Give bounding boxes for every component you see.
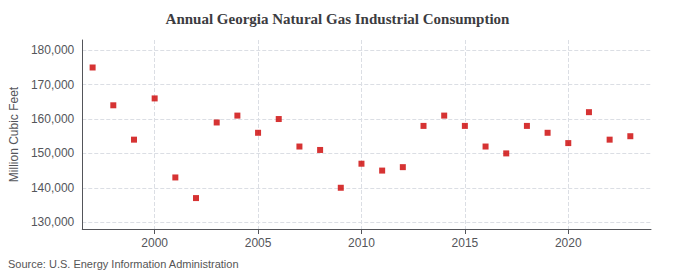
svg-text:130,000: 130,000: [31, 215, 75, 229]
svg-text:140,000: 140,000: [31, 181, 75, 195]
svg-text:Source: U.S. Energy Informatio: Source: U.S. Energy Information Administ…: [8, 258, 239, 270]
svg-text:2005: 2005: [245, 236, 272, 250]
svg-text:2015: 2015: [452, 236, 479, 250]
svg-text:Million Cubic Feet: Million Cubic Feet: [7, 86, 21, 182]
svg-text:Annual Georgia Natural Gas Ind: Annual Georgia Natural Gas Industrial Co…: [166, 11, 510, 27]
svg-text:160,000: 160,000: [31, 112, 75, 126]
svg-text:2010: 2010: [348, 236, 375, 250]
svg-text:170,000: 170,000: [31, 78, 75, 92]
svg-text:180,000: 180,000: [31, 43, 75, 57]
svg-text:2000: 2000: [141, 236, 168, 250]
svg-text:150,000: 150,000: [31, 146, 75, 160]
svg-text:2020: 2020: [555, 236, 582, 250]
